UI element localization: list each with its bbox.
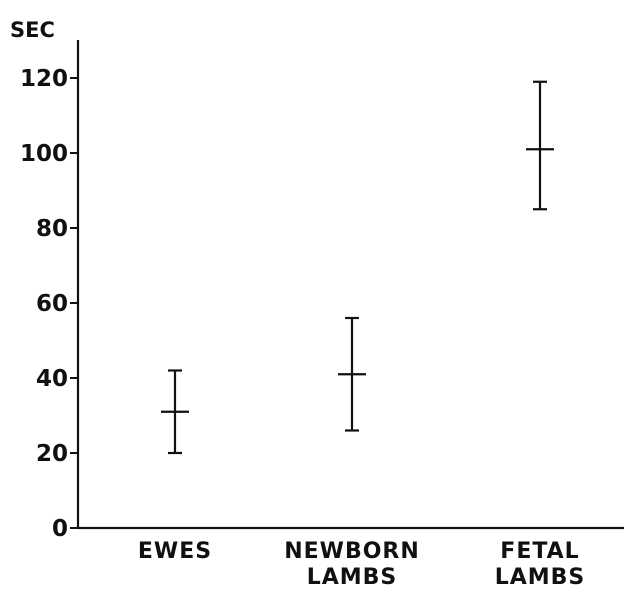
x-category-label: LAMBS xyxy=(495,565,586,589)
y-tick-label-20: 20 xyxy=(36,441,68,467)
x-category-label: EWES xyxy=(138,539,212,564)
y-ticks: 0 20 40 60 80 100 120 xyxy=(20,66,78,542)
error-bars xyxy=(161,80,554,455)
y-unit-label: SEC xyxy=(10,18,55,42)
error-bar-0 xyxy=(161,369,189,455)
x-category-label: LAMBS xyxy=(307,565,398,589)
error-bar-2 xyxy=(526,80,554,211)
y-tick-label-120: 120 xyxy=(20,66,68,92)
error-bar-1 xyxy=(338,316,366,432)
y-tick-label-100: 100 xyxy=(20,141,68,167)
y-tick-label-80: 80 xyxy=(36,216,68,242)
y-tick-label-0: 0 xyxy=(52,516,68,542)
x-category-label: NEWBORN xyxy=(284,539,420,564)
y-tick-label-60: 60 xyxy=(36,291,68,317)
x-category-label: FETAL xyxy=(500,539,579,564)
y-tick-label-40: 40 xyxy=(36,366,68,392)
